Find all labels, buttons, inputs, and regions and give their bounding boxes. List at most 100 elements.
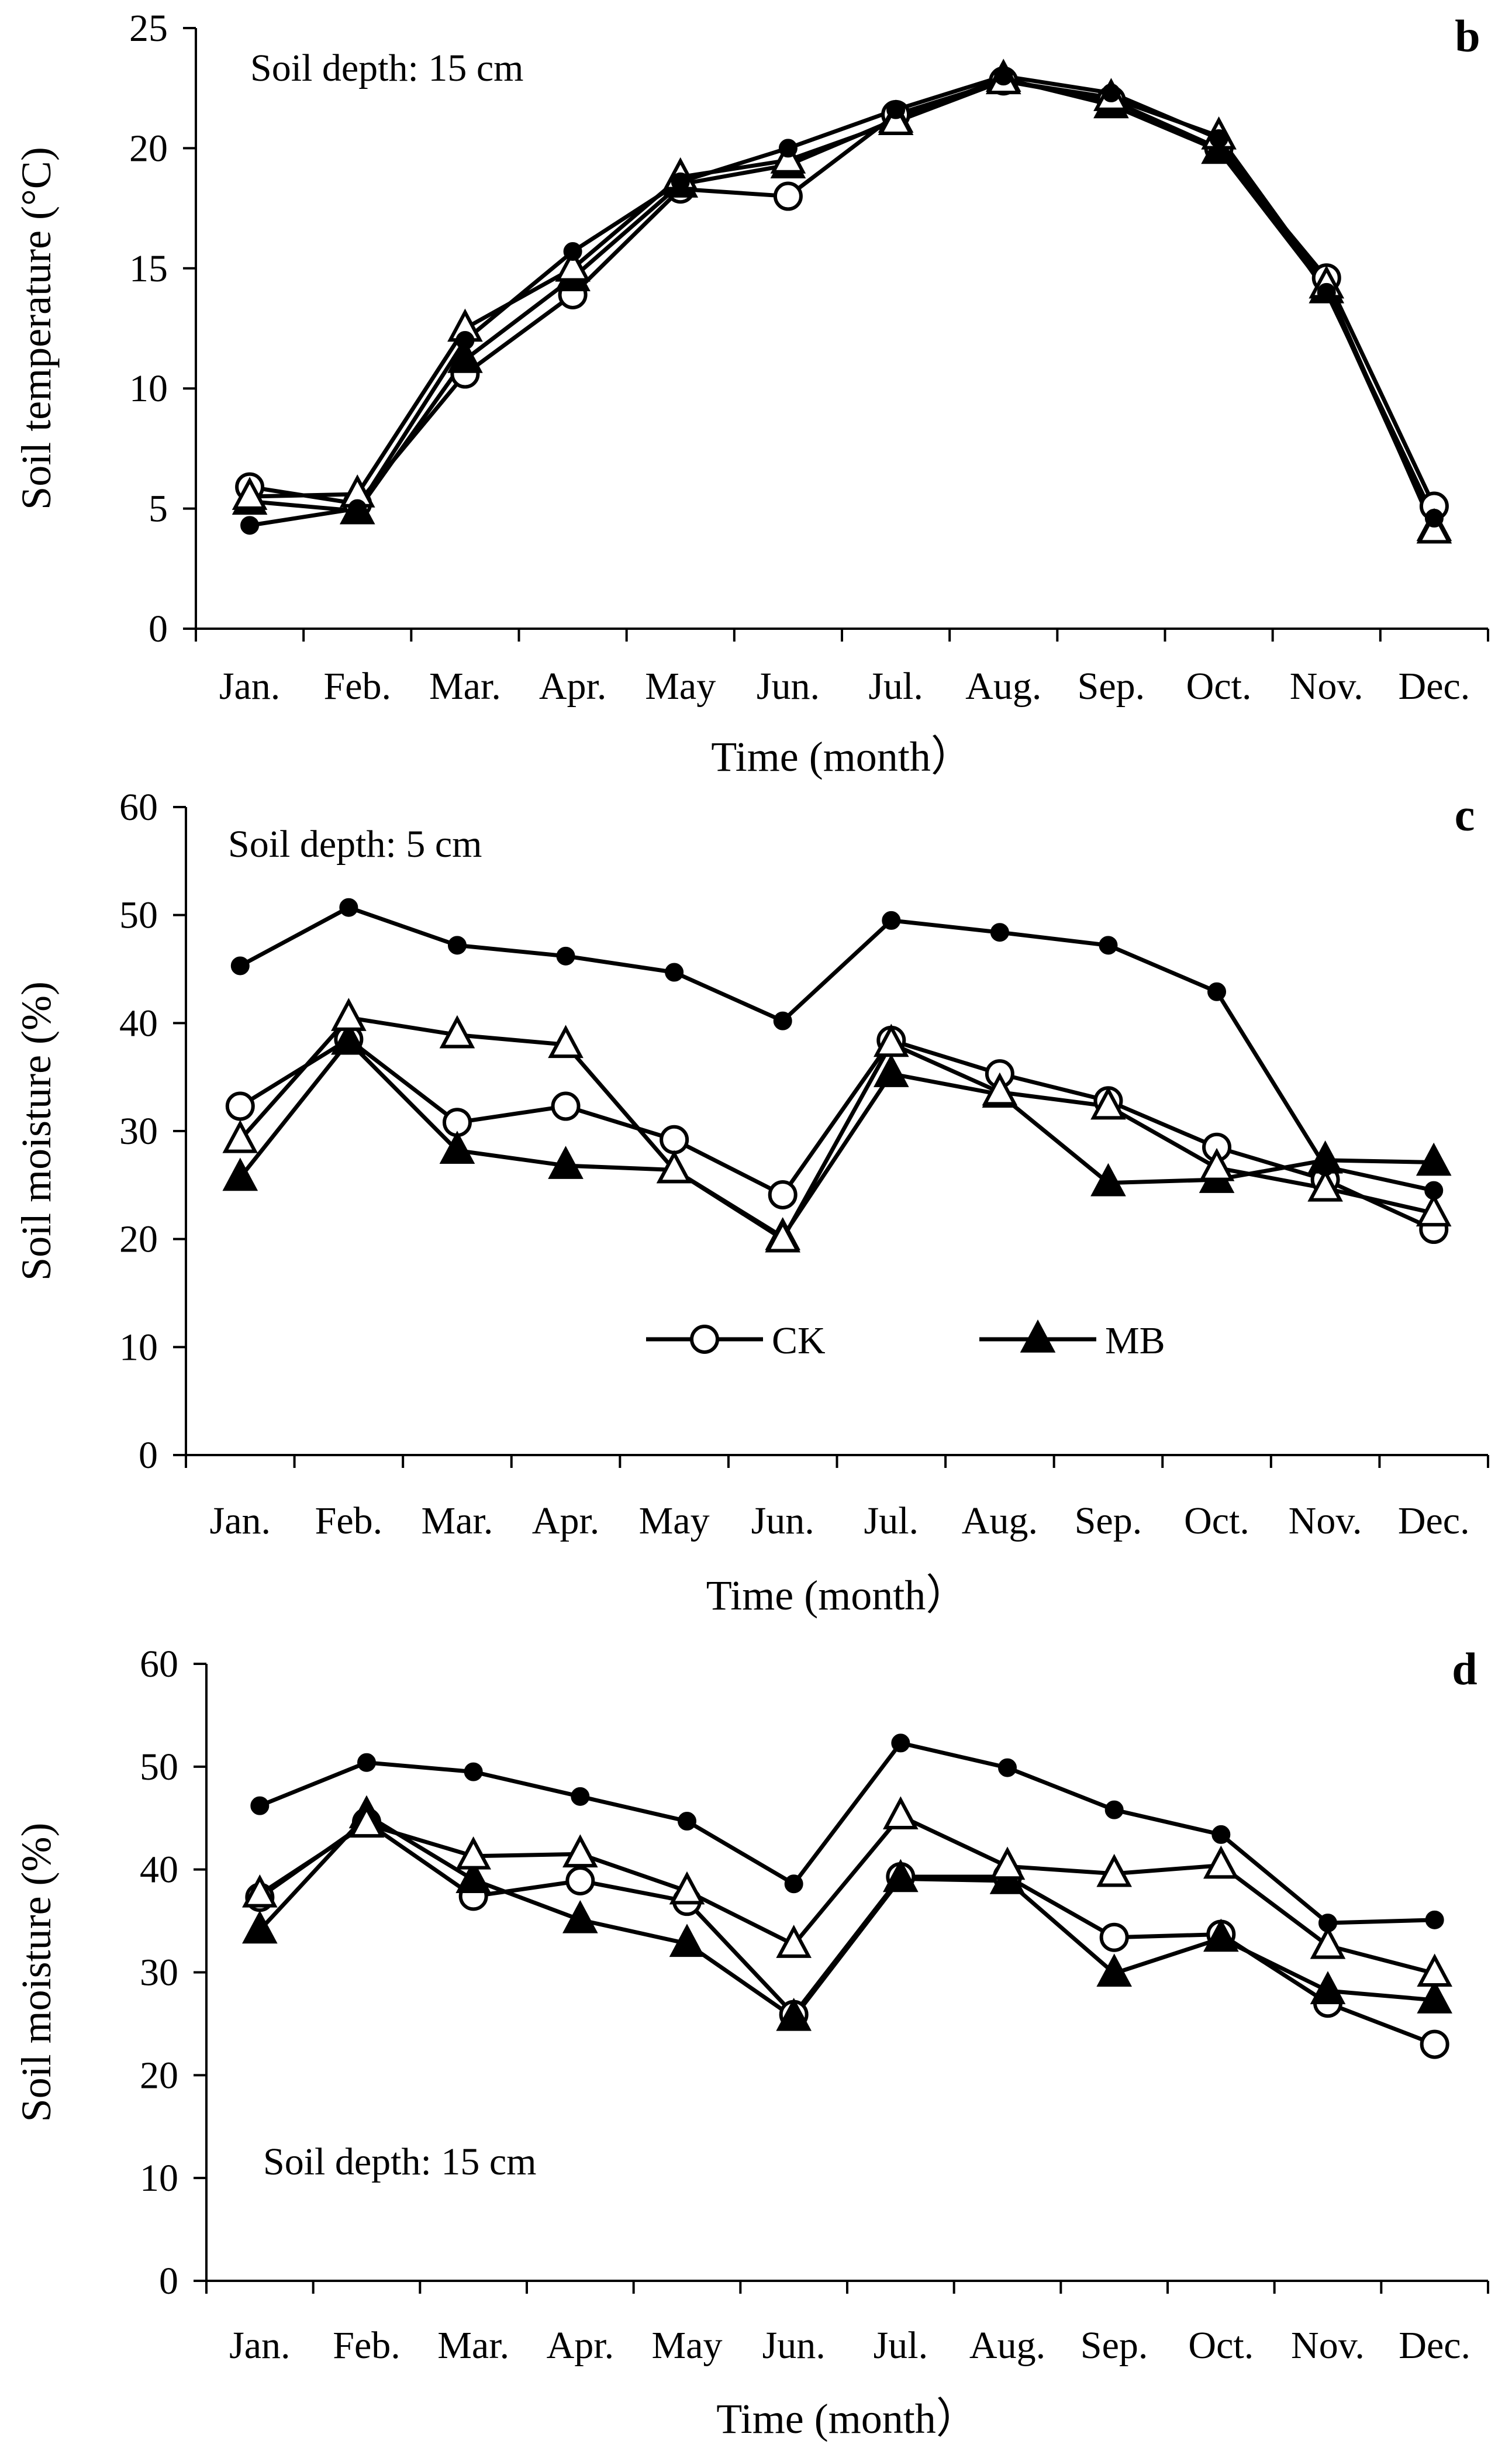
data-point-series-open-triangle — [1203, 1845, 1239, 1879]
data-point-MB — [222, 1157, 258, 1191]
data-point-series-filled-circle — [1424, 509, 1444, 528]
data-point-series-open-triangle — [455, 1836, 491, 1870]
data-point-series-filled-circle — [1316, 1157, 1335, 1176]
data-point-series-filled-circle — [882, 911, 901, 930]
data-point-MB — [1090, 1163, 1126, 1197]
data-point-series-filled-circle — [1209, 129, 1228, 148]
data-point-series-open-triangle — [242, 1874, 278, 1908]
y-axis-title: Soil moisture (%) — [13, 981, 60, 1281]
data-point-series-filled-circle — [556, 946, 575, 966]
data-point-series-open-triangle — [1199, 1147, 1235, 1181]
y-tick-label: 25 — [129, 7, 168, 50]
x-tick-label: Mar. — [437, 2324, 509, 2367]
data-point-series-open-triangle — [1416, 1193, 1452, 1227]
data-point-series-filled-circle — [230, 956, 250, 975]
data-point-MB — [1096, 1953, 1132, 1987]
x-tick-label: Mar. — [429, 665, 501, 708]
y-tick-label: 20 — [129, 127, 168, 170]
x-tick-label: Dec. — [1399, 665, 1470, 708]
legend-marker-CK — [690, 1325, 719, 1354]
data-point-series-open-triangle — [548, 1025, 584, 1059]
data-point-CK — [660, 1125, 689, 1154]
x-tick-label: Feb. — [333, 2324, 401, 2367]
x-tick-label: Sep. — [1075, 1500, 1142, 1542]
data-point-MB — [331, 1021, 367, 1055]
x-tick-label: Jun. — [762, 2324, 826, 2367]
data-point-series-filled-circle — [784, 1874, 803, 1894]
data-point-series-filled-circle — [1207, 982, 1227, 1001]
data-point-series-open-triangle — [331, 998, 367, 1031]
panel-letter: c — [1455, 790, 1475, 840]
data-point-MB — [439, 1130, 475, 1164]
x-tick-label: Apr. — [539, 665, 607, 708]
data-point-series-open-triangle — [562, 1834, 598, 1868]
data-point-series-filled-circle — [447, 936, 467, 955]
chart-panel-c: 0 10 20 30 40 50 60 Jan. Feb. Mar. Apr. May Jun. Jul.… — [13, 786, 1489, 1619]
data-point-series-open-triangle — [348, 1804, 385, 1838]
data-point-series-filled-circle — [886, 100, 906, 119]
series-line-MB — [249, 76, 1437, 529]
data-point-series-filled-circle — [1317, 282, 1336, 302]
data-point-series-open-triangle — [555, 248, 591, 282]
data-point-series-filled-circle — [1424, 1181, 1444, 1200]
data-point-series-open-triangle — [982, 1072, 1018, 1106]
y-tick-label: 60 — [140, 1643, 178, 1685]
data-point-series-filled-circle — [1211, 1825, 1231, 1844]
x-tick-label: Dec. — [1399, 2324, 1470, 2367]
data-point-series-open-triangle — [989, 1846, 1026, 1880]
x-tick-label: May — [645, 665, 716, 708]
y-tick-label: 10 — [119, 1326, 158, 1368]
chart-panel-d: 0 10 20 30 40 50 60 Jan. Feb. Mar. Apr. May Jun. Jul.… — [13, 1643, 1489, 2442]
data-point-series-filled-circle — [1104, 1800, 1124, 1819]
depth-annotation: Soil depth: 15 cm — [250, 47, 523, 89]
data-point-series-open-triangle — [1310, 1925, 1346, 1959]
data-point-MB — [873, 1054, 909, 1087]
x-tick-label: Sep. — [1078, 665, 1145, 708]
x-tick-label: Nov. — [1291, 2324, 1365, 2367]
y-tick-label: 5 — [149, 488, 168, 530]
data-point-MB — [883, 1859, 919, 1893]
x-tick-label: Apr. — [532, 1500, 600, 1542]
data-point-MB — [1416, 1142, 1452, 1176]
depth-annotation: Soil depth: 5 cm — [228, 823, 482, 866]
data-point-series-open-triangle — [883, 1796, 919, 1830]
data-point-CK — [551, 1091, 581, 1121]
x-tick-label: Oct. — [1188, 2324, 1254, 2367]
x-tick-label: Aug. — [969, 2324, 1045, 2367]
data-point-series-filled-circle — [998, 1758, 1017, 1777]
series-line-MB — [258, 1812, 1435, 2020]
y-tick-label: 15 — [129, 247, 168, 290]
data-point-CK — [565, 1866, 595, 1896]
series-line-CK — [239, 1037, 1435, 1232]
x-tick-label: Jan. — [219, 665, 280, 708]
chart-panel-b: 0 5 10 15 20 25 Jan. Feb. Mar. Apr. May Jun. Jul. Aug… — [13, 7, 1489, 780]
data-point-series-filled-circle — [1099, 936, 1118, 955]
x-tick-label: Jul. — [868, 665, 923, 708]
panel-letter: b — [1455, 11, 1480, 61]
data-point-series-filled-circle — [678, 1812, 696, 1831]
data-point-CK — [1420, 2029, 1449, 2059]
data-point-MB — [1203, 1918, 1239, 1952]
legend-marker-MB — [1020, 1319, 1056, 1353]
data-point-series-open-triangle — [669, 1871, 705, 1905]
x-tick-label: Aug. — [965, 665, 1041, 708]
data-point-series-filled-circle — [891, 1733, 910, 1753]
y-tick-label: 0 — [139, 1434, 158, 1477]
data-point-CK — [773, 181, 803, 211]
data-point-MB — [548, 1146, 584, 1179]
data-point-series-filled-circle — [571, 1787, 590, 1806]
data-point-MB — [242, 1910, 278, 1944]
series-line-CK — [249, 78, 1437, 507]
data-point-series-filled-circle — [455, 331, 475, 350]
x-tick-label: Dec. — [1398, 1500, 1470, 1542]
data-point-CK — [225, 1091, 255, 1121]
data-point-series-filled-circle — [357, 1753, 376, 1772]
data-point-series-open-triangle — [1416, 510, 1452, 544]
data-point-series-open-triangle — [439, 1015, 475, 1049]
depth-annotation: Soil depth: 15 cm — [263, 2140, 536, 2183]
data-point-series-open-triangle — [878, 102, 914, 136]
y-tick-label: 30 — [119, 1110, 158, 1153]
x-tick-label: Jul. — [864, 1500, 919, 1542]
x-tick-label: May — [652, 2324, 723, 2367]
data-point-series-filled-circle — [671, 172, 690, 191]
